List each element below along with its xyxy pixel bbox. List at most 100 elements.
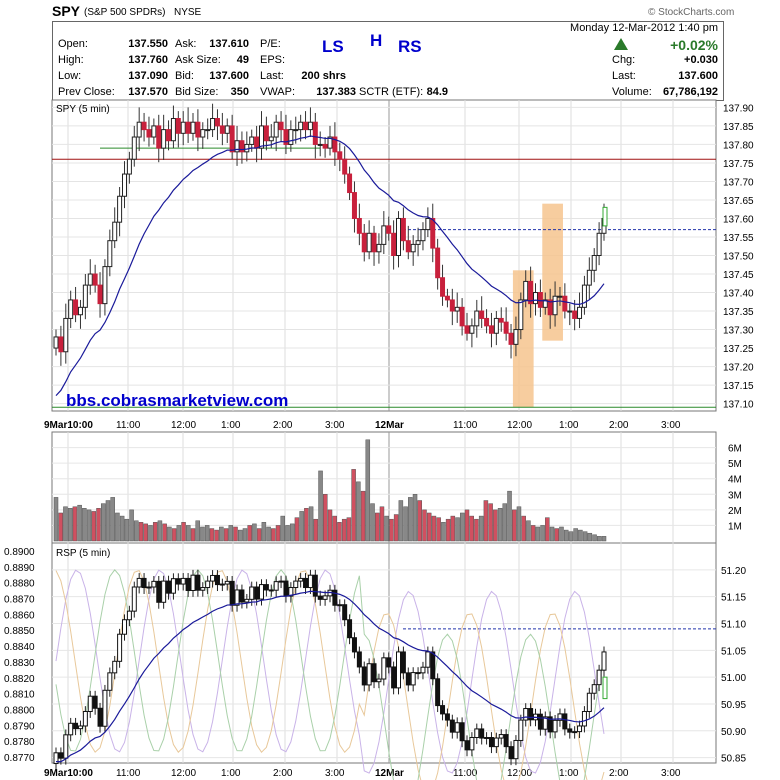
y-tick-rsp-right: 51.10: [721, 619, 746, 630]
rsp-candle: [102, 689, 108, 727]
rsp-candle: [503, 734, 509, 748]
price-candle: [366, 232, 372, 253]
volume-bar: [408, 497, 413, 542]
y-tick-price: 137.45: [723, 270, 754, 281]
rsp-candle: [219, 583, 225, 586]
volume-bar: [299, 511, 304, 542]
price-candle: [449, 299, 455, 312]
volume-bar: [171, 528, 177, 542]
price-panel-title: SPY (5 min): [56, 104, 110, 115]
y-tick-price: 137.35: [723, 307, 754, 318]
rsp-candle: [234, 589, 240, 606]
price-candle: [161, 129, 167, 149]
rsp-ma-line: [55, 590, 605, 763]
rsp-candle: [254, 586, 260, 600]
rsp-candle: [268, 589, 274, 592]
volume-bar: [601, 536, 607, 542]
y-tick-price: 137.50: [723, 252, 754, 263]
y-tick-volume: 3M: [728, 490, 742, 501]
volume-bar: [223, 528, 229, 542]
rsp-x-tick: 12Mar: [375, 768, 404, 779]
volume-bar: [535, 526, 541, 542]
price-candle: [117, 195, 123, 223]
last-shares: 200 shrs: [301, 70, 346, 82]
rsp-candle: [586, 692, 592, 712]
price-candle: [430, 217, 436, 249]
price-candle: [151, 125, 157, 138]
volume-bar: [280, 515, 286, 542]
rsp-x-tick: 2:00: [273, 768, 293, 779]
volume-bar: [379, 506, 385, 542]
volume-bar: [58, 512, 63, 542]
vwap-label: VWAP:: [260, 86, 296, 98]
volume-bar: [134, 520, 139, 542]
price-candle: [386, 225, 392, 234]
price-candle: [557, 295, 563, 298]
rsp-candle: [117, 633, 123, 662]
volume-bar: [563, 529, 569, 542]
y-tick-rsp-left: 0.8850: [4, 626, 35, 637]
rsp-candle: [229, 580, 235, 606]
rsp-candle: [425, 651, 431, 668]
rsp-candle: [440, 705, 446, 715]
rsp-candle: [557, 713, 563, 721]
rsp-candle: [263, 584, 269, 591]
low-value: 137.090: [128, 70, 168, 82]
annotation-ls: LS: [322, 37, 344, 56]
volume-bar: [384, 515, 389, 542]
volume-bar: [124, 518, 130, 542]
volume-bar: [275, 525, 281, 542]
rsp-candle: [63, 734, 69, 759]
rsp-last-candle: [602, 676, 608, 700]
last-label: Last:: [260, 70, 284, 82]
price-candle: [224, 125, 230, 134]
price-candle: [190, 121, 196, 134]
rsp-candle: [322, 595, 328, 600]
datetime: Monday 12-Mar-2012 1:40 pm: [570, 22, 718, 34]
rsp-x-tick: 9Mar10:00: [44, 768, 93, 779]
volume-bar: [554, 528, 560, 542]
volume-bar: [148, 525, 153, 542]
rsp-candle: [376, 678, 382, 683]
volume-bar: [129, 509, 134, 542]
last-candle: [602, 206, 608, 227]
price-candle: [185, 121, 191, 134]
volume-bar: [143, 523, 149, 542]
rsp-candle: [303, 577, 309, 589]
y-tick-rsp-right: 51.05: [721, 646, 746, 657]
volume-bar: [516, 506, 522, 542]
rsp-candle: [278, 580, 284, 583]
rsp-candle: [420, 666, 426, 674]
price-candle: [518, 299, 524, 331]
rsp-candle: [239, 589, 245, 603]
rsp-x-tick: 1:00: [559, 768, 579, 779]
rsp-candle: [351, 637, 357, 653]
price-candle: [239, 140, 245, 153]
volume-bar: [77, 504, 82, 542]
rsp-candle: [190, 574, 196, 591]
price-candle: [122, 173, 127, 197]
rsp-candle: [180, 577, 186, 585]
price-x-tick: 3:00: [325, 420, 345, 431]
price-candle: [435, 247, 441, 279]
volume-bar: [115, 512, 120, 542]
price-candle: [454, 306, 460, 312]
price-candle: [537, 292, 543, 308]
price-candle: [58, 336, 64, 353]
price-candle: [420, 229, 426, 242]
y-tick-rsp-left: 0.8800: [4, 705, 35, 716]
rsp-candle: [547, 716, 553, 733]
y-tick-rsp-left: 0.8900: [4, 547, 35, 558]
price-candle: [459, 306, 465, 327]
y-tick-volume: 2M: [728, 506, 742, 517]
high-label: High:: [58, 54, 84, 66]
price-candle: [567, 310, 573, 313]
rsp-candle: [562, 713, 568, 730]
rsp-candle: [307, 574, 313, 589]
y-tick-rsp-right: 50.85: [721, 754, 746, 765]
ratio-line-0: [55, 569, 605, 774]
vwap-line: [55, 135, 605, 397]
price-x-tick: 1:00: [221, 420, 241, 431]
volume-bar: [247, 525, 252, 542]
price-candle: [474, 310, 480, 327]
